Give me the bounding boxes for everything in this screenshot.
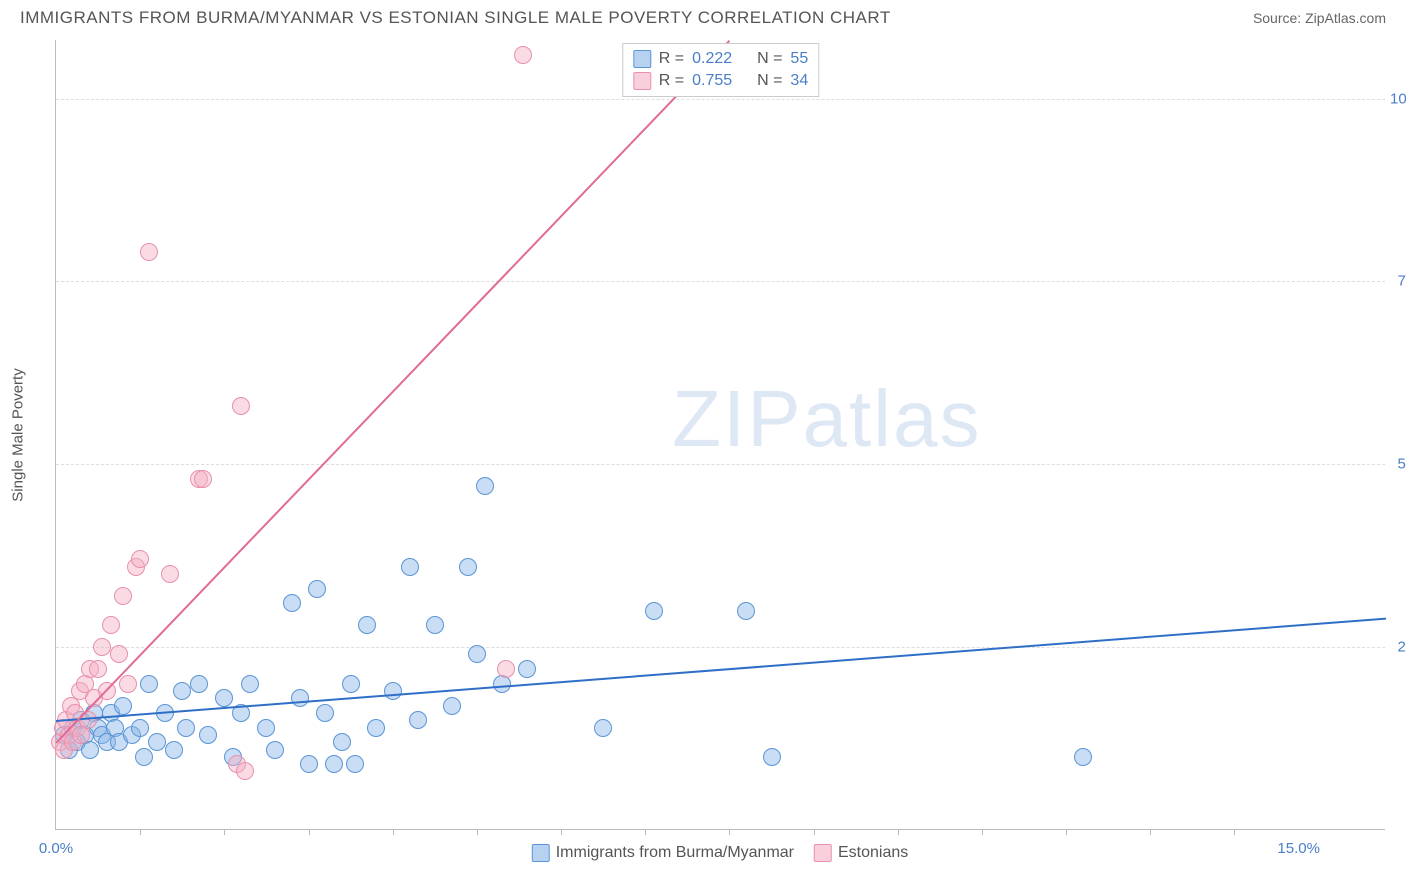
scatter-point bbox=[497, 660, 515, 678]
scatter-point bbox=[140, 675, 158, 693]
legend-swatch bbox=[633, 72, 651, 90]
scatter-point bbox=[232, 397, 250, 415]
scatter-point bbox=[241, 675, 259, 693]
scatter-point bbox=[443, 697, 461, 715]
scatter-point bbox=[426, 616, 444, 634]
scatter-point bbox=[1074, 748, 1092, 766]
scatter-point bbox=[131, 550, 149, 568]
scatter-point bbox=[140, 243, 158, 261]
source-link[interactable]: ZipAtlas.com bbox=[1305, 10, 1386, 26]
scatter-point bbox=[325, 755, 343, 773]
scatter-point bbox=[384, 682, 402, 700]
legend-row: R = 0.755 N = 34 bbox=[633, 70, 808, 92]
x-tick bbox=[477, 829, 478, 835]
chart-title: IMMIGRANTS FROM BURMA/MYANMAR VS ESTONIA… bbox=[20, 8, 891, 28]
scatter-point bbox=[257, 719, 275, 737]
x-tick bbox=[814, 829, 815, 835]
scatter-point bbox=[177, 719, 195, 737]
x-tick bbox=[140, 829, 141, 835]
legend-label: Estonians bbox=[838, 844, 908, 862]
scatter-point bbox=[459, 558, 477, 576]
y-tick-label: 50.0% bbox=[1390, 456, 1406, 473]
legend-swatch bbox=[814, 844, 832, 862]
trend-line bbox=[56, 618, 1386, 722]
x-tick bbox=[982, 829, 983, 835]
scatter-point bbox=[367, 719, 385, 737]
scatter-point bbox=[342, 675, 360, 693]
watermark: ZIPatlas bbox=[672, 373, 981, 465]
y-tick-label: 100.0% bbox=[1390, 90, 1406, 107]
chart-container: Single Male Poverty ZIPatlas R = 0.222 N… bbox=[55, 40, 1385, 830]
legend-item: Immigrants from Burma/Myanmar bbox=[532, 844, 794, 862]
legend-label: Immigrants from Burma/Myanmar bbox=[556, 844, 794, 862]
scatter-point bbox=[300, 755, 318, 773]
scatter-point bbox=[645, 602, 663, 620]
y-axis-label: Single Male Poverty bbox=[10, 368, 27, 501]
scatter-point bbox=[333, 733, 351, 751]
plot-area: Single Male Poverty ZIPatlas R = 0.222 N… bbox=[55, 40, 1385, 830]
x-tick bbox=[561, 829, 562, 835]
scatter-point bbox=[291, 689, 309, 707]
scatter-point bbox=[236, 762, 254, 780]
scatter-point bbox=[199, 726, 217, 744]
x-tick bbox=[898, 829, 899, 835]
chart-header: IMMIGRANTS FROM BURMA/MYANMAR VS ESTONIA… bbox=[0, 0, 1406, 32]
grid-line bbox=[56, 464, 1385, 465]
x-tick bbox=[645, 829, 646, 835]
x-tick bbox=[729, 829, 730, 835]
scatter-point bbox=[409, 711, 427, 729]
scatter-point bbox=[173, 682, 191, 700]
scatter-point bbox=[358, 616, 376, 634]
scatter-point bbox=[514, 46, 532, 64]
scatter-point bbox=[594, 719, 612, 737]
scatter-point bbox=[135, 748, 153, 766]
x-tick bbox=[224, 829, 225, 835]
scatter-point bbox=[316, 704, 334, 722]
legend-item: Estonians bbox=[814, 844, 908, 862]
scatter-point bbox=[119, 675, 137, 693]
scatter-point bbox=[215, 689, 233, 707]
scatter-point bbox=[131, 719, 149, 737]
grid-line bbox=[56, 647, 1385, 648]
scatter-point bbox=[102, 616, 120, 634]
scatter-point bbox=[93, 638, 111, 656]
x-tick-label: 15.0% bbox=[1277, 840, 1320, 857]
scatter-point bbox=[190, 675, 208, 693]
x-tick bbox=[309, 829, 310, 835]
scatter-point bbox=[346, 755, 364, 773]
scatter-point bbox=[161, 565, 179, 583]
scatter-point bbox=[165, 741, 183, 759]
grid-line bbox=[56, 99, 1385, 100]
x-tick bbox=[1234, 829, 1235, 835]
legend-series: Immigrants from Burma/Myanmar Estonians bbox=[532, 844, 909, 862]
grid-line bbox=[56, 281, 1385, 282]
scatter-point bbox=[89, 660, 107, 678]
scatter-point bbox=[283, 594, 301, 612]
scatter-point bbox=[148, 733, 166, 751]
scatter-point bbox=[114, 697, 132, 715]
legend-row: R = 0.222 N = 55 bbox=[633, 48, 808, 70]
x-tick bbox=[393, 829, 394, 835]
x-tick bbox=[1150, 829, 1151, 835]
y-tick-label: 75.0% bbox=[1390, 273, 1406, 290]
y-tick-label: 25.0% bbox=[1390, 639, 1406, 656]
scatter-point bbox=[518, 660, 536, 678]
chart-source: Source: ZipAtlas.com bbox=[1253, 10, 1386, 26]
legend-swatch bbox=[633, 50, 651, 68]
scatter-point bbox=[308, 580, 326, 598]
scatter-point bbox=[763, 748, 781, 766]
scatter-point bbox=[468, 645, 486, 663]
scatter-point bbox=[110, 645, 128, 663]
legend-correlation: R = 0.222 N = 55R = 0.755 N = 34 bbox=[622, 43, 819, 97]
x-tick-label: 0.0% bbox=[39, 840, 73, 857]
scatter-point bbox=[401, 558, 419, 576]
scatter-point bbox=[194, 470, 212, 488]
trend-line bbox=[55, 40, 730, 744]
x-tick bbox=[1066, 829, 1067, 835]
legend-swatch bbox=[532, 844, 550, 862]
scatter-point bbox=[114, 587, 132, 605]
scatter-point bbox=[476, 477, 494, 495]
scatter-point bbox=[266, 741, 284, 759]
scatter-point bbox=[737, 602, 755, 620]
